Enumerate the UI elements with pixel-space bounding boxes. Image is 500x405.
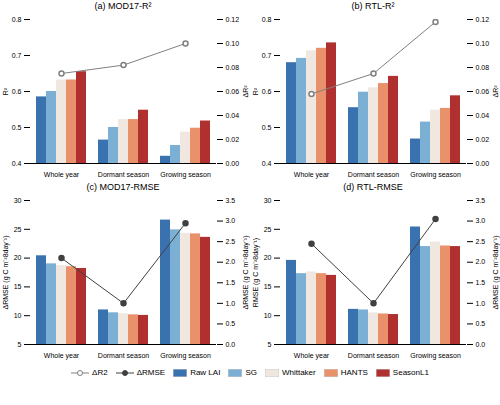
svg-text:ΔR²: ΔR² — [492, 85, 499, 98]
svg-text:20: 20 — [14, 254, 22, 261]
html-text:ΔR2: ΔR2 — [92, 368, 108, 377]
svg-text:ΔR²: ΔR² — [242, 85, 249, 98]
svg-text:0.0: 0.0 — [476, 341, 486, 348]
svg-text:0.5: 0.5 — [476, 320, 486, 327]
svg-text:0.5: 0.5 — [226, 320, 236, 327]
svg-text:3.0: 3.0 — [226, 217, 236, 224]
svg-text:0.02: 0.02 — [226, 136, 240, 143]
svg-text:3.5: 3.5 — [476, 197, 486, 204]
svg-text:0.7: 0.7 — [262, 52, 272, 59]
svg-text:1.5: 1.5 — [226, 279, 236, 286]
svg-text:ΔRMSE (g C m⁻²8day⁻¹): ΔRMSE (g C m⁻²8day⁻¹) — [2, 235, 10, 309]
html-text:Whittaker: Whittaker — [281, 368, 316, 377]
svg-text:R²: R² — [2, 87, 9, 95]
svg-text:R²: R² — [252, 87, 259, 95]
svg-text:0.4: 0.4 — [12, 160, 22, 167]
svg-text:25: 25 — [14, 226, 22, 233]
html-text:(d) RTL-RMSE: (d) RTL-RMSE — [343, 182, 403, 192]
svg-text:RMSE (g C m⁻²8day⁻¹): RMSE (g C m⁻²8day⁻¹) — [252, 238, 260, 307]
svg-text:0.5: 0.5 — [262, 124, 272, 131]
svg-text:Dormant season: Dormant season — [98, 352, 149, 359]
svg-text:Whole year: Whole year — [44, 352, 80, 360]
svg-text:Growing season: Growing season — [160, 352, 211, 360]
svg-text:0.04: 0.04 — [476, 112, 490, 119]
html-text:SG: SG — [245, 368, 257, 377]
svg-text:10: 10 — [264, 312, 272, 319]
svg-text:0.0: 0.0 — [226, 341, 236, 348]
svg-text:0.4: 0.4 — [262, 160, 272, 167]
svg-text:0.12: 0.12 — [226, 16, 240, 23]
html-text:(a) MOD17-R²: (a) MOD17-R² — [94, 1, 152, 11]
svg-text:5: 5 — [18, 341, 22, 348]
svg-text:Growing season: Growing season — [410, 352, 461, 360]
svg-text:Whole year: Whole year — [44, 171, 80, 179]
svg-text:20: 20 — [264, 254, 272, 261]
svg-text:2.0: 2.0 — [476, 258, 486, 265]
svg-text:Growing season: Growing season — [160, 171, 211, 179]
svg-text:3.0: 3.0 — [476, 217, 486, 224]
svg-text:25: 25 — [264, 226, 272, 233]
svg-text:30: 30 — [264, 197, 272, 204]
svg-text:0.10: 0.10 — [226, 40, 240, 47]
svg-text:2.0: 2.0 — [226, 258, 236, 265]
svg-text:2.5: 2.5 — [476, 238, 486, 245]
html-text:ΔRMSE: ΔRMSE — [136, 368, 166, 377]
svg-text:2.5: 2.5 — [226, 238, 236, 245]
svg-text:5: 5 — [268, 341, 272, 348]
svg-text:0.8: 0.8 — [262, 16, 272, 23]
svg-text:0.08: 0.08 — [476, 64, 490, 71]
svg-text:0.6: 0.6 — [12, 88, 22, 95]
svg-text:1.0: 1.0 — [476, 300, 486, 307]
svg-text:0.8: 0.8 — [12, 16, 22, 23]
html-text:Raw LAI: Raw LAI — [190, 368, 221, 377]
svg-text:0.06: 0.06 — [476, 88, 490, 95]
svg-text:1.0: 1.0 — [226, 300, 236, 307]
svg-text:Whole year: Whole year — [294, 352, 330, 360]
svg-text:0.02: 0.02 — [476, 136, 490, 143]
svg-text:0.00: 0.00 — [476, 160, 490, 167]
svg-text:0.10: 0.10 — [476, 40, 490, 47]
svg-text:1.5: 1.5 — [476, 279, 486, 286]
html-text:(b) RTL-R²: (b) RTL-R² — [351, 1, 395, 11]
svg-text:0.6: 0.6 — [262, 88, 272, 95]
svg-text:30: 30 — [14, 197, 22, 204]
svg-text:0.12: 0.12 — [476, 16, 490, 23]
svg-text:3.5: 3.5 — [226, 197, 236, 204]
svg-text:Dormant season: Dormant season — [348, 171, 399, 178]
svg-text:Dormant season: Dormant season — [98, 171, 149, 178]
svg-text:ΔRMSE (g C m⁻²8day⁻¹): ΔRMSE (g C m⁻²8day⁻¹) — [242, 235, 250, 309]
svg-text:10: 10 — [14, 312, 22, 319]
html-text:HANTS: HANTS — [340, 368, 368, 377]
svg-text:ΔRMSE (g C m⁻²8day⁻¹): ΔRMSE (g C m⁻²8day⁻¹) — [492, 235, 500, 309]
svg-text:15: 15 — [14, 283, 22, 290]
html-text:(c) MOD17-RMSE: (c) MOD17-RMSE — [86, 182, 160, 192]
svg-text:Dormant season: Dormant season — [348, 352, 399, 359]
svg-text:0.5: 0.5 — [12, 124, 22, 131]
svg-text:0.00: 0.00 — [226, 160, 240, 167]
svg-text:0.06: 0.06 — [226, 88, 240, 95]
svg-text:0.7: 0.7 — [12, 52, 22, 59]
html-text:SeasonL1: SeasonL1 — [392, 368, 429, 377]
svg-text:Whole year: Whole year — [294, 171, 330, 179]
svg-text:0.04: 0.04 — [226, 112, 240, 119]
svg-text:Growing season: Growing season — [410, 171, 461, 179]
svg-text:0.08: 0.08 — [226, 64, 240, 71]
svg-text:15: 15 — [264, 283, 272, 290]
